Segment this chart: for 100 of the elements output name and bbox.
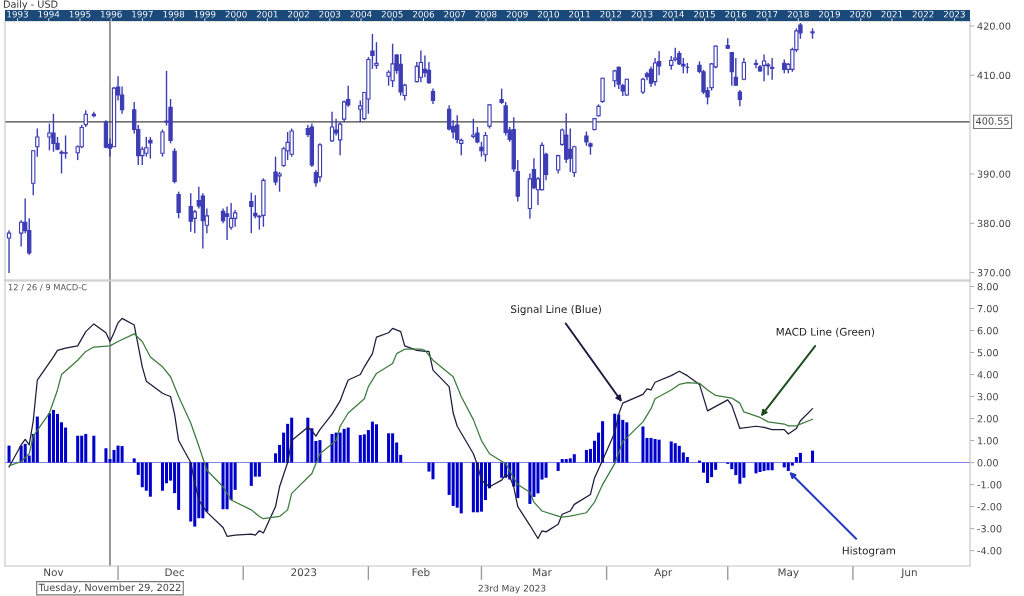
bar xyxy=(451,462,455,506)
y-tick-label: 7.00 xyxy=(977,304,998,313)
y-tick-label: 410.00 xyxy=(977,71,1011,80)
bar xyxy=(625,422,629,463)
candlestick xyxy=(51,113,56,153)
y-tick-label: 370.00 xyxy=(977,269,1011,277)
bar xyxy=(55,413,59,463)
x2-tick-label: 2013 xyxy=(631,10,653,18)
x2-tick-label: 2002 xyxy=(288,10,309,18)
candlestick xyxy=(729,51,734,87)
bar xyxy=(564,459,568,463)
x-tick-label: Feb xyxy=(412,568,430,577)
x2-tick-label: 2003 xyxy=(319,10,341,18)
bar xyxy=(798,452,802,463)
x2-tick-label: 2001 xyxy=(256,10,278,18)
bar xyxy=(374,424,378,463)
bar xyxy=(621,419,625,463)
candlestick xyxy=(192,209,197,234)
bar xyxy=(536,462,540,494)
chart-title: 12 / 26 / 9 MACD-C xyxy=(8,284,87,291)
candlestick xyxy=(341,99,347,123)
x2-tick-label: 2009 xyxy=(506,10,528,18)
x2-tick-label: 1999 xyxy=(194,10,216,18)
bar xyxy=(568,458,572,463)
bar xyxy=(762,462,766,471)
x2-tick-label: 2018 xyxy=(787,10,809,18)
bar xyxy=(649,437,653,463)
bar xyxy=(706,462,710,484)
candlestick xyxy=(63,134,68,160)
x2-tick-label: 2017 xyxy=(756,10,778,18)
y-tick-label: 8.00 xyxy=(977,282,998,291)
candlestick xyxy=(471,117,476,140)
ref-line-label: Tuesday, November 29, 2022 xyxy=(38,583,181,593)
x2-tick-label: 2012 xyxy=(600,10,622,18)
candlestick xyxy=(769,57,775,81)
bar xyxy=(786,462,790,471)
chart-title: Daily - USD xyxy=(3,0,58,10)
y-tick-label: 6.00 xyxy=(977,327,998,335)
y-tick-label: 390.00 xyxy=(977,170,1011,178)
bar xyxy=(140,462,144,488)
x-tick-label: Nov xyxy=(44,568,64,577)
annotation: Histogram xyxy=(842,546,895,557)
bar xyxy=(657,439,661,463)
bar xyxy=(471,462,475,513)
y-tick-label: 4.00 xyxy=(977,371,998,379)
bar xyxy=(766,462,770,471)
bar xyxy=(193,462,197,527)
x2-tick-label: 2000 xyxy=(225,10,247,18)
candlestick xyxy=(568,127,573,173)
bar xyxy=(528,462,532,504)
bar xyxy=(794,457,798,463)
bar xyxy=(358,435,362,463)
bar xyxy=(387,433,391,463)
bar xyxy=(641,426,645,463)
x2-tick-label: 2011 xyxy=(569,10,590,18)
bar xyxy=(811,450,815,463)
bar xyxy=(673,443,677,463)
ref-line-label: 400.55 xyxy=(976,117,1009,125)
bar xyxy=(306,417,310,463)
x-tick-label: Jun xyxy=(900,568,917,579)
y-tick-label: 380.00 xyxy=(977,219,1011,228)
bar xyxy=(342,428,346,463)
x2-tick-label: 1993 xyxy=(7,10,28,18)
y-tick-label: -3.00 xyxy=(977,525,1002,533)
bar xyxy=(370,421,374,463)
x2-tick-label: 2021 xyxy=(881,10,903,18)
bar xyxy=(479,462,483,512)
x2-tick-label: 2014 xyxy=(662,10,684,18)
bar xyxy=(116,445,120,463)
candlestick xyxy=(47,122,52,151)
bar xyxy=(770,462,774,471)
bar xyxy=(84,433,88,463)
bar xyxy=(177,462,181,510)
x-tick-label: Apr xyxy=(654,568,673,579)
x2-tick-label: 2004 xyxy=(350,10,372,18)
bar xyxy=(112,450,116,463)
bar xyxy=(330,433,334,463)
x2-tick-label: 2008 xyxy=(475,10,497,18)
bar xyxy=(560,459,564,463)
candlestick xyxy=(176,190,181,220)
text: 23rd May 2023 xyxy=(478,584,546,594)
bar xyxy=(653,439,657,463)
bar xyxy=(572,454,576,463)
x2-tick-label: 2019 xyxy=(818,10,840,18)
bar xyxy=(346,427,350,463)
candlestick xyxy=(600,77,605,104)
bar xyxy=(431,462,435,480)
y-tick-label: -2.00 xyxy=(977,503,1002,511)
candlestick xyxy=(188,192,193,233)
bar xyxy=(544,462,548,478)
bar xyxy=(738,462,742,484)
bar xyxy=(556,462,560,471)
bar xyxy=(47,413,51,463)
y-tick-label: 1.00 xyxy=(978,437,998,445)
y-tick-label: 2.00 xyxy=(977,415,998,423)
y-tick-label: 0.00 xyxy=(977,459,998,467)
x2-tick-label: 2005 xyxy=(381,10,403,18)
bar xyxy=(35,416,39,463)
y-tick-label: 420.00 xyxy=(977,22,1011,30)
bar xyxy=(148,462,152,497)
